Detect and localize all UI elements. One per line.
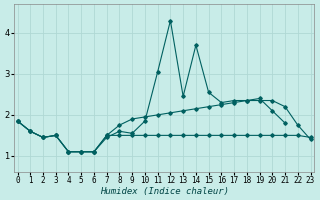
X-axis label: Humidex (Indice chaleur): Humidex (Indice chaleur): [100, 187, 228, 196]
